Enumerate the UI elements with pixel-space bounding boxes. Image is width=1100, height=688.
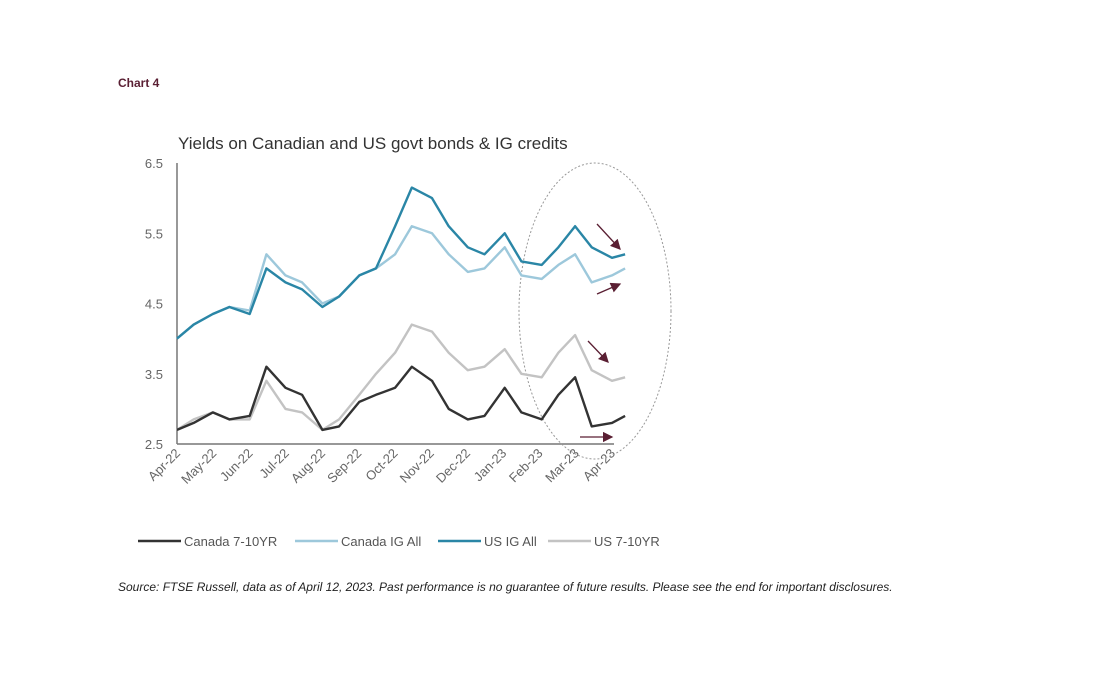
y-tick-label: 4.5 <box>145 297 163 312</box>
highlight-ellipse <box>518 162 672 460</box>
x-tick-label: Mar-23 <box>542 446 582 486</box>
arrow-down-us-govt <box>587 340 609 363</box>
x-tick-label: Nov-22 <box>397 446 437 486</box>
series-line-canada-ig-all <box>176 224 626 340</box>
legend-label: US 7-10YR <box>594 534 660 549</box>
legend-label: Canada 7-10YR <box>184 534 277 549</box>
y-tick-label: 5.5 <box>145 226 163 241</box>
x-tick-label: Dec-22 <box>433 446 473 486</box>
series-line-us-ig-all <box>176 186 626 340</box>
highlight-ellipse-shape <box>518 162 672 460</box>
y-tick-label: 3.5 <box>145 367 163 382</box>
series-line-us-7-10yr <box>176 323 626 432</box>
x-tick-label: Jun-22 <box>217 446 256 485</box>
arrow-down-us-ig <box>596 223 621 250</box>
x-tick-label: May-22 <box>178 446 219 487</box>
y-tick-label: 2.5 <box>145 437 163 452</box>
x-tick-label: Sep-22 <box>324 446 364 486</box>
source-note: Source: FTSE Russell, data as of April 1… <box>118 580 893 594</box>
legend-item: Canada 7-10YR <box>138 534 277 549</box>
trend-arrows <box>580 223 622 443</box>
x-tick-label: Jan-23 <box>471 446 510 485</box>
x-tick-label: Jul-22 <box>256 446 292 482</box>
legend-label: US IG All <box>484 534 537 549</box>
x-tick-label: Feb-23 <box>506 446 546 486</box>
arrow-up-canada-ig <box>596 282 622 295</box>
legend-item: Canada IG All <box>295 534 421 549</box>
legend-label: Canada IG All <box>341 534 421 549</box>
legend: Canada 7-10YR Canada IG All US IG All US 7-… <box>138 534 660 549</box>
y-tick-label: 6.5 <box>145 156 163 171</box>
x-tick-label: Aug-22 <box>288 446 328 486</box>
x-tick-label: Apr-23 <box>580 446 618 484</box>
legend-item: US IG All <box>438 534 537 549</box>
x-tick-label: Oct-22 <box>362 446 400 484</box>
chart-number-label: Chart 4 <box>118 76 160 90</box>
chart-title: Yields on Canadian and US govt bonds & I… <box>178 134 568 153</box>
series-lines <box>176 186 626 432</box>
series-line-canada-7-10yr <box>176 365 626 432</box>
legend-item: US 7-10YR <box>548 534 660 549</box>
